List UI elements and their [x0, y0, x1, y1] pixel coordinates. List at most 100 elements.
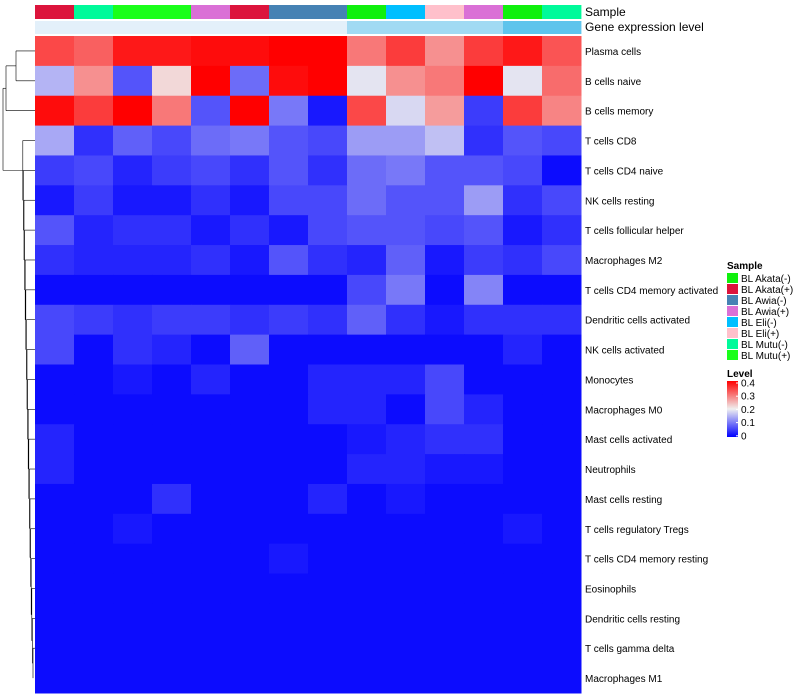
gene-expression-annotation-cell	[503, 21, 543, 34]
heatmap-cell	[503, 65, 543, 97]
row-label: Macrophages M0	[585, 405, 663, 416]
heatmap-cell	[269, 543, 309, 575]
sample-annotation-cell	[308, 5, 348, 19]
heatmap-cell	[386, 215, 426, 246]
heatmap-cell	[425, 155, 465, 186]
heatmap-cell	[113, 245, 153, 276]
row-label: Monocytes	[585, 375, 633, 386]
heatmap-cell	[230, 334, 270, 365]
heatmap-cell	[113, 125, 153, 156]
level-legend-tick-label: 0.3	[741, 392, 755, 403]
heatmap-cell	[269, 513, 309, 545]
heatmap-cell	[308, 394, 348, 425]
heatmap-cell	[74, 215, 114, 246]
sample-legend: Sample BL Akata(-)BL Akata(+)BL Awia(-)B…	[727, 261, 793, 362]
heatmap-cell	[386, 454, 426, 485]
heatmap-cell	[425, 215, 465, 246]
gene-expression-annotation-label: Gene expression level	[585, 20, 704, 34]
row-label: T cells CD8	[585, 137, 637, 148]
heatmap-cell	[269, 95, 309, 127]
heatmap-cell	[308, 663, 348, 694]
heatmap-cell	[503, 155, 543, 186]
heatmap-cell	[191, 633, 231, 664]
heatmap-cell	[503, 185, 543, 216]
heatmap-cell	[230, 663, 270, 694]
heatmap-cell	[308, 155, 348, 186]
heatmap-cell	[386, 185, 426, 216]
gene-expression-annotation-bar	[35, 21, 582, 34]
heatmap-cell	[152, 125, 192, 156]
heatmap-cell	[347, 36, 387, 67]
heatmap-cell	[230, 633, 270, 664]
heatmap-cell	[425, 364, 465, 395]
heatmap-cell	[347, 663, 387, 694]
heatmap-cell	[503, 245, 543, 276]
gene-expression-annotation-cell	[386, 21, 426, 34]
sample-legend-swatch	[727, 328, 738, 338]
heatmap-cell	[269, 155, 309, 186]
heatmap-cell	[152, 394, 192, 425]
heatmap-cell	[191, 155, 231, 186]
heatmap-cell	[347, 95, 387, 127]
heatmap-cell	[464, 125, 504, 156]
heatmap-cell	[74, 125, 114, 156]
level-legend: Level 0.4 0.3 0.2 0.1 0	[727, 369, 755, 442]
heatmap-cell	[113, 334, 153, 365]
heatmap-cell	[269, 663, 309, 694]
heatmap-cell	[464, 245, 504, 276]
heatmap-cell	[503, 483, 543, 515]
sample-annotation-label: Sample	[585, 5, 626, 19]
heatmap-cell	[113, 95, 153, 127]
sample-annotation-cell	[347, 5, 387, 19]
heatmap-cell	[74, 245, 114, 276]
level-legend-tick-label: 0.1	[741, 418, 755, 429]
heatmap-cell	[152, 483, 192, 515]
heatmap-cell	[425, 633, 465, 664]
heatmap-cell	[191, 245, 231, 276]
row-label: T cells gamma delta	[585, 644, 675, 655]
heatmap-cell	[386, 483, 426, 515]
heatmap-cell	[308, 424, 348, 455]
row-label: T cells regulatory Tregs	[585, 525, 689, 536]
heatmap-cell	[347, 304, 387, 336]
heatmap-cell	[308, 65, 348, 97]
heatmap-cell	[191, 334, 231, 365]
heatmap-cell	[542, 513, 582, 545]
level-legend-tick-label: 0	[741, 431, 747, 442]
heatmap-cell	[425, 663, 465, 694]
heatmap-cell	[74, 155, 114, 186]
heatmap-cell	[542, 185, 582, 216]
heatmap-cell	[269, 304, 309, 336]
gene-expression-annotation-cell	[269, 21, 309, 34]
heatmap-cell	[35, 483, 75, 515]
heatmap-cell	[230, 155, 270, 186]
heatmap-cell	[503, 304, 543, 336]
sample-annotation-cell	[386, 5, 426, 19]
heatmap-cell	[74, 543, 114, 575]
sample-legend-label: BL Awia(+)	[741, 307, 789, 318]
heatmap-cell	[464, 663, 504, 694]
level-legend-tick-label: 0.4	[741, 379, 755, 390]
heatmap-cell	[74, 304, 114, 336]
heatmap-cell	[503, 633, 543, 664]
gene-expression-annotation-cell	[464, 21, 504, 34]
heatmap-cell	[503, 454, 543, 485]
sample-annotation-bar	[35, 5, 582, 19]
heatmap-cell	[113, 215, 153, 246]
row-label: T cells follicular helper	[585, 226, 684, 237]
heatmap-cell	[308, 185, 348, 216]
sample-legend-label: BL Eli(+)	[741, 329, 779, 340]
heatmap-cell	[35, 663, 75, 694]
heatmap-cell	[113, 364, 153, 395]
heatmap-cell	[113, 304, 153, 336]
heatmap-cell	[503, 603, 543, 634]
heatmap-cell	[191, 36, 231, 67]
heatmap-cell	[269, 334, 309, 365]
heatmap-cell	[230, 185, 270, 216]
heatmap-cell	[386, 364, 426, 395]
gene-expression-annotation-cell	[425, 21, 465, 34]
heatmap-cell	[152, 424, 192, 455]
heatmap-cell	[191, 65, 231, 97]
heatmap-cell	[503, 215, 543, 246]
